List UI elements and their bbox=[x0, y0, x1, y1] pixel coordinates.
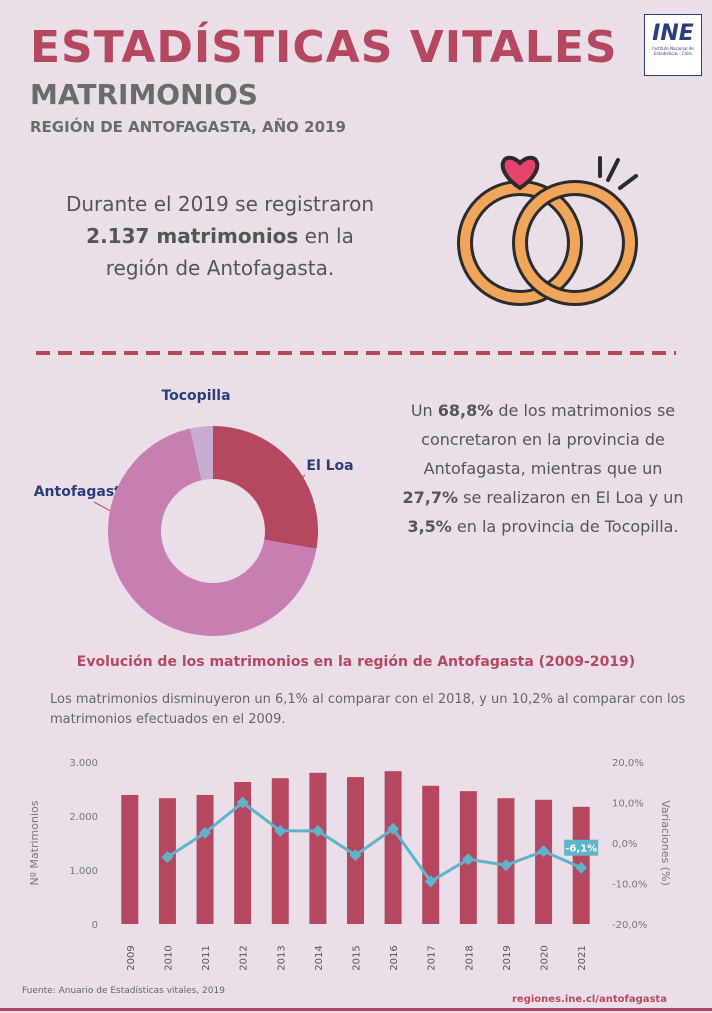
combo-chart: 0 1.000 2.000 3.000 -20,0% -10,0% 0,0% 10,0% 20,… bbox=[28, 758, 672, 971]
x-tick-label: 2015 bbox=[352, 945, 363, 970]
donut-chart: Tocopilla El Loa Antofagasta bbox=[34, 388, 354, 636]
x-tick-label: 2018 bbox=[464, 945, 475, 970]
x-tick-label: 2013 bbox=[276, 945, 287, 970]
legend-label: Tocopilla bbox=[161, 388, 230, 404]
y2-tick-label: 0,0% bbox=[612, 839, 637, 850]
region: REGIÓN DE ANTOFAGASTA, AÑO 2019 bbox=[30, 118, 346, 136]
intro: Durante el 2019 se registraron 2.137 mat… bbox=[60, 188, 380, 284]
divider bbox=[36, 351, 676, 355]
y2-tick-label: 20,0% bbox=[612, 758, 644, 769]
value-label: -6,1% bbox=[565, 844, 597, 855]
line-marker bbox=[274, 824, 287, 837]
y-tick-label: 2.000 bbox=[69, 812, 98, 823]
text: Durante el 2019 se registraron bbox=[65, 192, 375, 216]
y2-tick-label: -20,0% bbox=[612, 920, 647, 931]
rings-icon bbox=[457, 155, 638, 306]
text-bold: 68,8% bbox=[437, 401, 494, 420]
text: se realizaron en El Loa y un bbox=[458, 488, 684, 507]
line-marker bbox=[424, 875, 437, 888]
y2-tick-label: 10,0% bbox=[612, 799, 644, 810]
title: ESTADÍSTICAS VITALES bbox=[30, 22, 618, 73]
x-tick-label: 2020 bbox=[540, 945, 551, 970]
legend-label: El Loa bbox=[306, 458, 353, 474]
url: regiones.ine.cl/antofagasta bbox=[512, 994, 667, 1005]
logo-caption: Instituto Nacional de Estadísticas - Chi… bbox=[652, 46, 694, 56]
bar bbox=[422, 785, 440, 924]
text: en la región de Antofagasta. bbox=[105, 224, 354, 280]
logo: INE Instituto Nacional de Estadísticas - … bbox=[644, 14, 702, 76]
y-axis-label: Nº Matrimonios bbox=[28, 800, 41, 885]
bar bbox=[196, 794, 214, 924]
line-marker bbox=[199, 826, 212, 839]
x-tick-label: 2009 bbox=[126, 945, 137, 970]
x-tick-label: 2021 bbox=[577, 945, 588, 970]
line-marker bbox=[349, 849, 362, 862]
bar bbox=[535, 799, 553, 924]
x-tick-label: 2017 bbox=[427, 945, 438, 970]
x-tick-label: 2014 bbox=[314, 945, 325, 970]
line-marker bbox=[387, 822, 400, 835]
x-tick-label: 2012 bbox=[239, 945, 250, 970]
bar bbox=[121, 794, 139, 924]
text: Un bbox=[410, 401, 438, 420]
bar bbox=[384, 771, 402, 924]
donut-slice bbox=[108, 428, 317, 636]
line-marker bbox=[537, 845, 550, 858]
subtitle: MATRIMONIOS bbox=[30, 78, 258, 111]
x-tick-label: 2010 bbox=[163, 945, 174, 970]
bar bbox=[271, 778, 289, 924]
text: en la provincia de Tocopilla. bbox=[451, 517, 679, 536]
footer-bar bbox=[0, 1008, 712, 1011]
chart-subtitle: Los matrimonios disminuyeron un 6,1% al … bbox=[50, 692, 686, 727]
text: de los matrimonios se concretaron en la … bbox=[421, 401, 676, 478]
x-tick-label: 2011 bbox=[201, 945, 212, 970]
line-marker bbox=[236, 796, 249, 809]
y-tick-label: 3.000 bbox=[69, 758, 98, 769]
chart-title: Evolución de los matrimonios en la regió… bbox=[76, 654, 636, 670]
text-bold: 2.137 matrimonios bbox=[86, 224, 299, 248]
y-tick-label: 0 bbox=[92, 920, 98, 931]
logo-text: INE bbox=[652, 21, 694, 46]
x-tick-label: 2019 bbox=[502, 945, 513, 970]
text-bold: 27,7% bbox=[402, 488, 459, 507]
line-marker bbox=[161, 851, 174, 864]
text-bold: 3,5% bbox=[407, 517, 452, 536]
line-marker bbox=[499, 859, 512, 872]
line-marker bbox=[311, 824, 324, 837]
legend-label: Antofagasta bbox=[34, 484, 131, 500]
y2-tick-label: -10,0% bbox=[612, 880, 647, 891]
line-marker bbox=[462, 853, 475, 866]
value-label-box bbox=[564, 839, 599, 856]
source: Fuente: Anuario de Estadísticas vitales,… bbox=[22, 986, 225, 996]
bar bbox=[234, 781, 252, 924]
x-tick-label: 2016 bbox=[389, 945, 400, 970]
donut-slice bbox=[213, 426, 318, 549]
bar bbox=[309, 772, 327, 924]
line bbox=[166, 800, 582, 884]
donut-slice bbox=[190, 426, 213, 481]
line-marker bbox=[575, 861, 588, 874]
y2-axis-label: Variaciones (%) bbox=[659, 800, 672, 886]
y-tick-label: 1.000 bbox=[69, 866, 98, 877]
summary: Un 68,8% de los matrimonios se concretar… bbox=[398, 396, 688, 541]
